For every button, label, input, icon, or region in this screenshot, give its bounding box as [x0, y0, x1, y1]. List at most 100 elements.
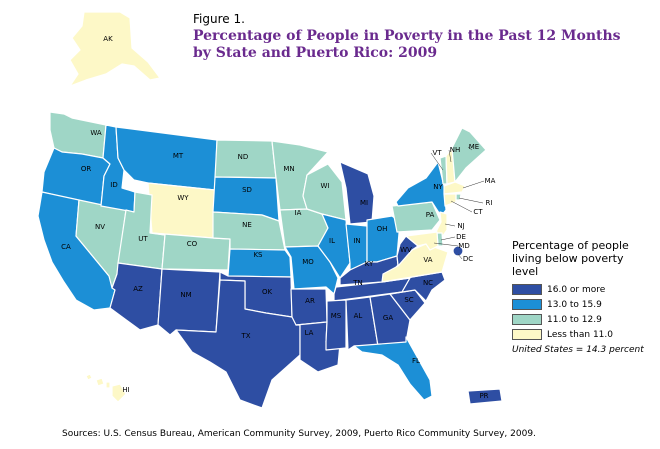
- state-ak: [69, 11, 161, 87]
- legend-label: Less than 11.0: [547, 329, 613, 340]
- state-label-nc: NC: [423, 279, 433, 287]
- state-ms: [325, 299, 347, 351]
- state-label-ky: KY: [365, 260, 374, 268]
- state-me: [451, 127, 487, 183]
- leader-line-nj: [444, 223, 456, 227]
- state-ar: [290, 288, 328, 326]
- state-wv: [396, 235, 419, 267]
- legend-label: 16.0 or more: [547, 284, 606, 295]
- state-label-nm: NM: [180, 291, 191, 299]
- state-label-ms: MS: [331, 312, 342, 320]
- figure-title: Percentage of People in Poverty in the P…: [193, 28, 621, 61]
- figure-number: Figure 1.: [193, 12, 245, 26]
- state-label-nv: NV: [95, 223, 105, 231]
- state-tx: [175, 279, 301, 409]
- state-pr: [467, 388, 503, 405]
- legend-item: 16.0 or more: [512, 282, 652, 297]
- leader-line-de: [440, 236, 456, 241]
- state-dc: [452, 245, 464, 257]
- legend-heading: Percentage of people living below povert…: [512, 239, 629, 278]
- state-label-oh: OH: [377, 225, 388, 233]
- legend-item: 11.0 to 12.9: [512, 312, 652, 327]
- state-label-il: IL: [329, 237, 335, 245]
- state-label-pa: PA: [426, 211, 435, 219]
- state-label-ny: NY: [433, 183, 443, 191]
- state-label-pr: PR: [479, 392, 488, 400]
- state-md: [405, 231, 439, 251]
- state-label-wa: WA: [90, 129, 102, 137]
- state-label-de: DE: [456, 233, 466, 241]
- state-label-ak: AK: [103, 35, 113, 43]
- state-label-or: OR: [81, 165, 92, 173]
- leader-line-me: [467, 146, 473, 151]
- state-label-fl: FL: [412, 357, 420, 365]
- state-label-la: LA: [305, 329, 314, 337]
- state-label-mo: MO: [302, 258, 314, 266]
- state-label-sd: SD: [242, 186, 252, 194]
- legend-label: 11.0 to 12.9: [547, 314, 602, 325]
- state-hi: [85, 373, 127, 403]
- state-label-mi: MI: [360, 199, 368, 207]
- state-label-az: AZ: [133, 285, 143, 293]
- state-fl: [353, 336, 433, 401]
- legend-item: 13.0 to 15.9: [512, 297, 652, 312]
- legend-item: Less than 11.0: [512, 327, 652, 342]
- state-label-ia: IA: [295, 209, 302, 217]
- state-label-vt: VT: [432, 149, 442, 157]
- legend-swatch: [512, 284, 542, 295]
- leader-line-nh: [448, 149, 452, 163]
- state-ma: [443, 181, 466, 195]
- state-mt: [115, 126, 218, 191]
- state-label-dc: DC: [463, 255, 473, 263]
- state-label-wy: WY: [177, 194, 189, 202]
- us-note: United States = 14.3 percent: [512, 345, 644, 355]
- legend-swatch: [512, 329, 542, 340]
- state-label-tn: TN: [352, 279, 363, 287]
- state-label-ar: AR: [305, 297, 315, 305]
- state-ri: [455, 193, 462, 201]
- states-layer: [37, 11, 503, 409]
- state-label-mn: MN: [283, 165, 294, 173]
- state-label-wi: WI: [321, 182, 330, 190]
- state-label-id: ID: [110, 181, 117, 189]
- state-label-md: MD: [458, 242, 469, 250]
- state-labels: WA OR CA NV ID MT WY UT CO AZ NM ND SD NE KS OK TX MN IA MO…: [61, 35, 495, 400]
- state-nm: [157, 268, 221, 336]
- state-label-co: CO: [187, 240, 198, 248]
- state-label-nd: ND: [238, 153, 249, 161]
- state-label-mt: MT: [173, 152, 184, 160]
- legend-swatch: [512, 299, 542, 310]
- state-label-ks: KS: [253, 251, 263, 259]
- state-az: [109, 262, 163, 331]
- state-label-ct: CT: [473, 208, 483, 216]
- source-note: Sources: U.S. Census Bureau, American Co…: [62, 429, 536, 439]
- leader-line-ri: [458, 197, 484, 204]
- legend-label: 13.0 to 15.9: [547, 299, 602, 310]
- state-label-in: IN: [353, 237, 360, 245]
- leader-lines: [430, 146, 485, 260]
- state-wy: [147, 182, 216, 239]
- state-label-nh: NH: [450, 146, 461, 154]
- state-ct: [443, 193, 457, 207]
- state-label-ma: MA: [485, 177, 496, 185]
- legend: Percentage of people living below povert…: [512, 239, 652, 342]
- state-label-ut: UT: [138, 235, 148, 243]
- leader-line-ma: [462, 180, 485, 189]
- state-label-ok: OK: [262, 288, 273, 296]
- leader-line-dc: [457, 253, 463, 260]
- state-ks: [227, 248, 292, 278]
- state-label-ri: RI: [486, 199, 493, 207]
- leader-line-vt: [430, 152, 444, 171]
- leader-line-md: [433, 242, 459, 247]
- state-label-tx: TX: [240, 332, 250, 340]
- state-label-ca: CA: [61, 243, 71, 251]
- legend-swatch: [512, 314, 542, 325]
- state-label-ne: NE: [242, 221, 252, 229]
- leader-line-ct: [450, 200, 473, 213]
- state-label-ga: GA: [383, 314, 393, 322]
- state-nc: [381, 271, 446, 302]
- state-label-sc: SC: [404, 296, 413, 304]
- state-label-wv: WV: [400, 246, 412, 254]
- state-label-nj: NJ: [457, 222, 464, 230]
